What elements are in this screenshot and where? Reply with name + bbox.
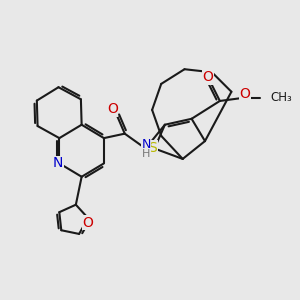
Text: N: N (141, 138, 151, 152)
Text: S: S (148, 141, 157, 155)
Text: N: N (53, 156, 63, 170)
Text: O: O (240, 86, 250, 100)
Text: H: H (142, 149, 150, 159)
Text: O: O (82, 216, 94, 230)
Text: O: O (107, 102, 118, 116)
Text: O: O (202, 70, 213, 84)
Text: CH₃: CH₃ (270, 92, 292, 104)
